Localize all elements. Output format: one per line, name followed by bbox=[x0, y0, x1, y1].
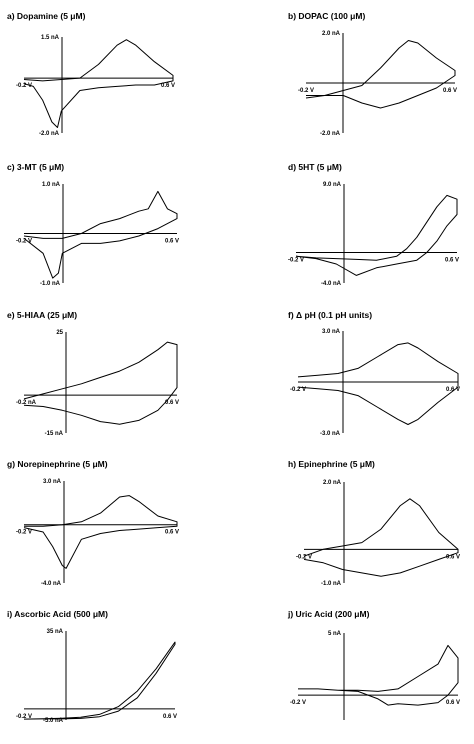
x-max-tick-label: 0.6 V bbox=[446, 554, 460, 560]
panel-title: e) 5-HIAA (25 μM) bbox=[7, 310, 77, 320]
panel-10: j) Uric Acid (200 μM) 5 nA -0.2 V 0.6 V bbox=[287, 609, 460, 720]
panel-5: e) 5-HIAA (25 μM) 25 -15 nA -0.2 nA 0.6 V bbox=[7, 310, 179, 437]
y-min-tick-label: -5.0 nA bbox=[43, 718, 64, 724]
panel-title: i) Ascorbic Acid (500 μM) bbox=[7, 609, 108, 619]
y-max-tick-label: 9.0 nA bbox=[323, 182, 342, 188]
panel-title: f) Δ pH (0.1 pH units) bbox=[288, 310, 372, 320]
x-min-tick-label: -0.2 V bbox=[298, 88, 314, 94]
series-line bbox=[23, 495, 178, 569]
x-max-tick-label: 0.6 V bbox=[165, 239, 179, 245]
x-max-tick-label: 0.6 V bbox=[165, 530, 179, 536]
series-line bbox=[295, 194, 458, 276]
panel-7: g) Norepinephrine (5 μM) 3.0 nA -4.0 nA -0.… bbox=[7, 459, 179, 587]
y-max-tick-label: 2.0 nA bbox=[323, 480, 342, 486]
y-max-tick-label: 1.0 nA bbox=[42, 182, 61, 188]
x-min-tick-label: -0.2 V bbox=[296, 554, 312, 560]
x-max-tick-label: 0.6 V bbox=[445, 258, 459, 264]
y-min-tick-label: -2.0 nA bbox=[39, 131, 60, 137]
y-min-tick-label: -4.0 nA bbox=[321, 281, 342, 287]
panel-title: d) 5HT (5 μM) bbox=[288, 162, 342, 172]
panel-title: a) Dopamine (5 μM) bbox=[7, 11, 86, 21]
y-min-tick-label: -2.0 nA bbox=[320, 131, 341, 137]
x-min-tick-label: -0.2 V bbox=[288, 258, 304, 264]
series-line bbox=[23, 190, 178, 279]
panel-title: h) Epinephrine (5 μM) bbox=[288, 459, 375, 469]
y-max-tick-label: 3.0 nA bbox=[322, 329, 341, 335]
x-min-tick-label: -0.2 V bbox=[16, 530, 32, 536]
y-max-tick-label: 1.5 nA bbox=[41, 35, 60, 41]
series-line bbox=[23, 341, 178, 425]
panel-4: d) 5HT (5 μM) 9.0 nA -4.0 nA -0.2 V 0.6 V bbox=[288, 162, 459, 287]
panel-9: i) Ascorbic Acid (500 μM) 35 nA -5.0 nA -0.… bbox=[7, 609, 177, 724]
x-max-tick-label: 0.6 V bbox=[163, 714, 177, 720]
series-line bbox=[297, 342, 459, 425]
y-min-tick-label: -15 nA bbox=[45, 431, 64, 437]
series-line bbox=[23, 641, 176, 720]
panel-2: b) DOPAC (100 μM) 2.0 nA -2.0 nA -0.2 V 0.6 … bbox=[288, 11, 457, 137]
y-min-tick-label: -4.0 nA bbox=[41, 581, 62, 587]
x-max-tick-label: 0.6 V bbox=[165, 400, 179, 406]
x-min-tick-label: -0.2 V bbox=[290, 387, 306, 393]
x-max-tick-label: 0.6 V bbox=[161, 83, 175, 89]
x-min-tick-label: -0.2 V bbox=[16, 714, 32, 720]
panel-title: c) 3-MT (5 μM) bbox=[7, 162, 64, 172]
y-max-tick-label: 2.0 nA bbox=[322, 31, 341, 37]
panel-6: f) Δ pH (0.1 pH units) 3.0 nA -3.0 nA -0.2 … bbox=[288, 310, 460, 437]
series-line bbox=[23, 39, 174, 128]
y-max-tick-label: 35 nA bbox=[47, 629, 64, 635]
x-min-tick-label: -0.2 V bbox=[16, 239, 32, 245]
y-max-tick-label: 3.0 nA bbox=[43, 479, 62, 485]
y-max-tick-label: 5 nA bbox=[328, 631, 342, 637]
x-max-tick-label: 0.6 V bbox=[446, 387, 460, 393]
panel-1: a) Dopamine (5 μM) 1.5 nA -2.0 nA -0.2 V 0.6… bbox=[7, 11, 175, 137]
panel-3: c) 3-MT (5 μM) 1.0 nA -1.0 nA -0.2 V 0.6 V bbox=[7, 162, 179, 287]
panel-8: h) Epinephrine (5 μM) 2.0 nA -1.0 nA -0.2 V… bbox=[288, 459, 460, 587]
y-min-tick-label: -3.0 nA bbox=[320, 431, 341, 437]
x-min-tick-label: -0.2 V bbox=[290, 700, 306, 706]
series-line bbox=[298, 644, 459, 706]
panel-title: j) Uric Acid (200 μM) bbox=[287, 609, 370, 619]
x-max-tick-label: 0.6 V bbox=[446, 700, 460, 706]
panel-title: g) Norepinephrine (5 μM) bbox=[7, 459, 108, 469]
x-max-tick-label: 0.6 V bbox=[443, 88, 457, 94]
x-min-tick-label: -0.2 V bbox=[16, 83, 32, 89]
panel-title: b) DOPAC (100 μM) bbox=[288, 11, 365, 21]
y-min-tick-label: -1.0 nA bbox=[321, 581, 342, 587]
y-min-tick-label: -1.0 nA bbox=[40, 281, 61, 287]
series-line bbox=[303, 498, 459, 577]
series-line bbox=[305, 40, 456, 109]
y-max-tick-label: 25 bbox=[56, 330, 63, 336]
x-min-tick-label: -0.2 nA bbox=[16, 400, 37, 406]
